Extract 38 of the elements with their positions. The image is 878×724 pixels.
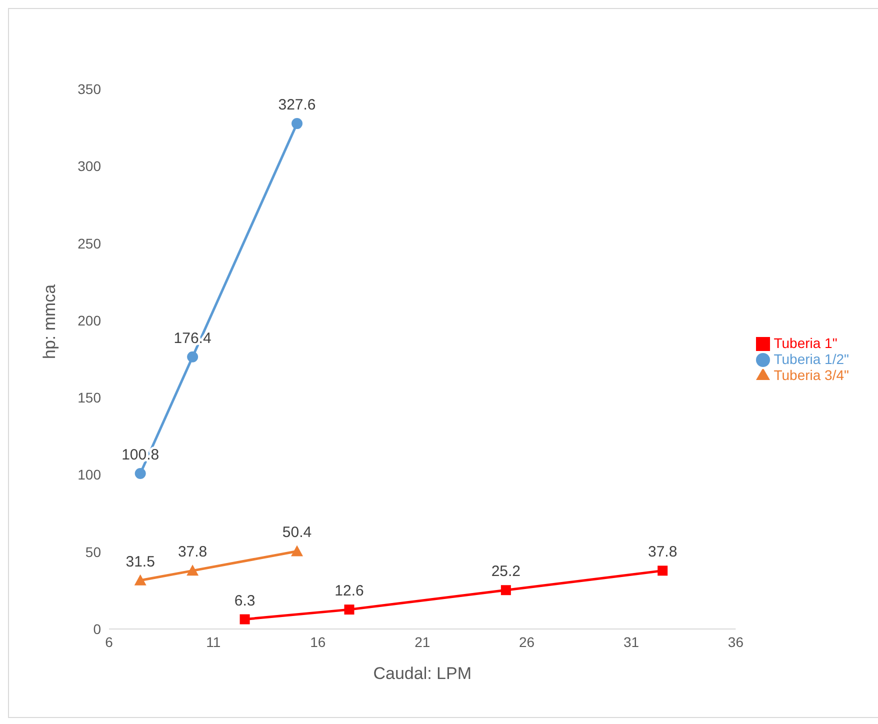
- point: [187, 351, 198, 362]
- legend-label: Tuberia 1/2": [774, 350, 849, 367]
- y-axis-title: hp: mmca: [40, 284, 60, 359]
- point: [344, 604, 354, 615]
- y-tick-label: 200: [78, 312, 102, 328]
- x-axis-title: Caudal: LPM: [373, 664, 472, 683]
- data-label: 327.6: [278, 96, 316, 114]
- point: [240, 614, 250, 624]
- x-tick-label: 21: [414, 634, 430, 650]
- x-tick-label: 11: [206, 634, 221, 650]
- y-tick-label: 250: [78, 235, 102, 252]
- point: [292, 118, 303, 130]
- x-tick-label: 16: [310, 634, 326, 650]
- y-tick-label: 350: [78, 80, 102, 97]
- data-label: 6.3: [234, 592, 256, 610]
- data-label: 50.4: [282, 524, 312, 542]
- point: [186, 564, 199, 576]
- x-tick-label: 6: [105, 634, 114, 650]
- data-label: 31.5: [126, 553, 155, 570]
- data-label: 25.2: [491, 563, 521, 580]
- legend-label: Tuberia 1": [774, 334, 838, 351]
- y-tick-label: 300: [78, 158, 102, 174]
- data-label: 12.6: [334, 582, 364, 600]
- x-tick-label: 26: [519, 634, 535, 650]
- point: [134, 468, 146, 479]
- data-label: 37.8: [648, 544, 678, 561]
- y-tick-label: 0: [93, 620, 102, 637]
- y-tick-label: 150: [78, 390, 102, 406]
- y-tick-label: 100: [78, 466, 102, 483]
- data-label: 37.8: [178, 544, 208, 561]
- x-tick-label: 36: [728, 634, 744, 650]
- x-tick-label: 31: [623, 634, 640, 650]
- point: [134, 574, 146, 586]
- y-tick-label: 50: [85, 544, 102, 560]
- legend-label: Tuberia 3/4": [774, 367, 849, 384]
- point: [658, 566, 668, 576]
- point: [500, 585, 511, 596]
- point: [291, 545, 304, 556]
